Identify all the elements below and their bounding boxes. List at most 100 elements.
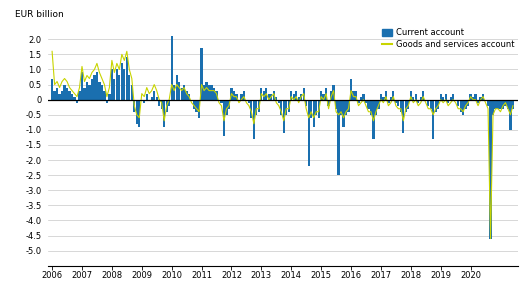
Bar (442, 97, 444, 100)
Bar (121, 63, 123, 100)
Bar (233, 91, 235, 100)
Bar (290, 91, 293, 100)
Bar (313, 100, 315, 127)
Bar (390, 97, 392, 100)
Bar (335, 100, 337, 109)
Bar (447, 100, 449, 103)
Bar (395, 100, 397, 103)
Bar (495, 100, 497, 109)
Bar (143, 100, 145, 103)
Bar (507, 100, 509, 109)
Bar (248, 100, 250, 103)
Bar (101, 85, 103, 100)
Bar (497, 100, 499, 109)
Bar (96, 72, 98, 100)
Bar (385, 91, 387, 100)
Bar (295, 91, 297, 100)
Bar (81, 72, 83, 100)
Text: EUR billion: EUR billion (15, 10, 63, 19)
Bar (305, 100, 307, 106)
Bar (208, 85, 210, 100)
Bar (387, 100, 389, 103)
Bar (482, 94, 484, 100)
Bar (427, 100, 430, 106)
Bar (464, 100, 467, 109)
Bar (342, 100, 345, 127)
Bar (293, 94, 295, 100)
Legend: Current account, Goods and services account: Current account, Goods and services acco… (379, 25, 517, 52)
Bar (432, 100, 434, 139)
Bar (400, 100, 402, 112)
Bar (135, 100, 138, 124)
Bar (332, 85, 335, 100)
Bar (200, 48, 203, 100)
Bar (298, 97, 300, 100)
Bar (320, 91, 322, 100)
Bar (504, 100, 507, 106)
Bar (61, 91, 63, 100)
Bar (215, 91, 217, 100)
Bar (123, 69, 125, 100)
Bar (250, 100, 252, 118)
Bar (138, 100, 140, 127)
Bar (76, 100, 78, 103)
Bar (131, 85, 133, 100)
Bar (285, 100, 287, 115)
Bar (223, 100, 225, 136)
Bar (170, 36, 173, 100)
Bar (412, 97, 414, 100)
Bar (178, 82, 180, 100)
Bar (56, 88, 58, 100)
Bar (161, 100, 163, 109)
Bar (128, 76, 131, 100)
Bar (489, 100, 491, 239)
Bar (370, 100, 372, 115)
Bar (327, 100, 330, 106)
Bar (63, 85, 66, 100)
Bar (225, 100, 227, 115)
Bar (409, 91, 412, 100)
Bar (375, 100, 377, 115)
Bar (213, 88, 215, 100)
Bar (477, 100, 479, 103)
Bar (382, 97, 385, 100)
Bar (435, 100, 437, 112)
Bar (74, 97, 76, 100)
Bar (377, 100, 379, 109)
Bar (350, 79, 352, 100)
Bar (68, 91, 71, 100)
Bar (240, 94, 242, 100)
Bar (397, 100, 399, 106)
Bar (300, 94, 302, 100)
Bar (255, 100, 258, 115)
Bar (153, 91, 156, 100)
Bar (325, 88, 327, 100)
Bar (372, 100, 375, 139)
Bar (323, 94, 325, 100)
Bar (103, 91, 105, 100)
Bar (469, 94, 472, 100)
Bar (430, 100, 432, 109)
Bar (310, 100, 312, 118)
Bar (317, 100, 320, 118)
Bar (415, 94, 417, 100)
Bar (91, 79, 93, 100)
Bar (173, 85, 175, 100)
Bar (499, 100, 501, 109)
Bar (263, 91, 265, 100)
Bar (457, 100, 459, 106)
Bar (340, 100, 342, 115)
Bar (188, 94, 190, 100)
Bar (228, 100, 230, 109)
Bar (98, 82, 101, 100)
Bar (270, 94, 272, 100)
Bar (444, 94, 447, 100)
Bar (450, 97, 452, 100)
Bar (355, 91, 357, 100)
Bar (145, 94, 148, 100)
Bar (475, 94, 477, 100)
Bar (502, 100, 504, 109)
Bar (348, 100, 350, 112)
Bar (193, 100, 195, 109)
Bar (176, 76, 178, 100)
